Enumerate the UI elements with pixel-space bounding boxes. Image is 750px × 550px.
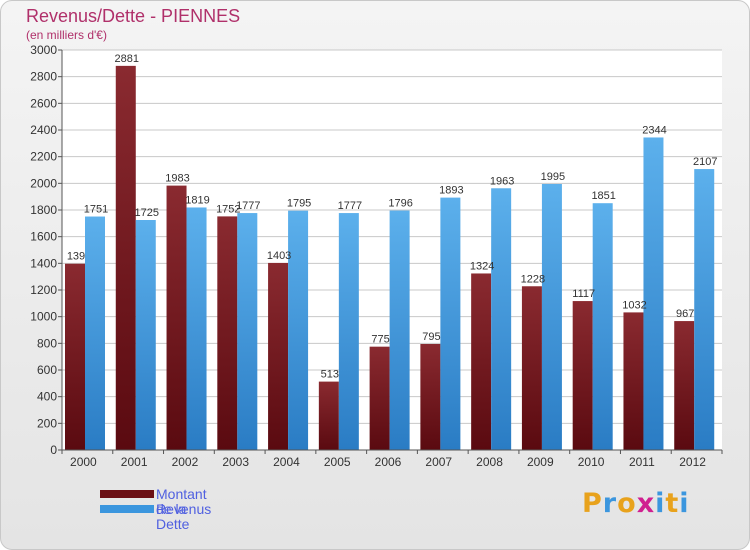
- bar-revenus-2010: [592, 203, 613, 450]
- xtick-label-2003: 2003: [222, 455, 249, 469]
- data-label-revenus-2007: 1893: [439, 185, 463, 197]
- ytick-label-2600: 2600: [30, 96, 57, 110]
- data-label-revenus-2011: 2344: [642, 124, 666, 136]
- data-label-debt-2004: 1403: [267, 250, 291, 262]
- bar-debt-2006: [369, 346, 390, 450]
- data-label-debt-2009: 1228: [521, 273, 545, 285]
- data-label-debt-2005: 513: [321, 369, 339, 381]
- data-label-revenus-2005: 1777: [338, 200, 362, 212]
- legend-swatch-debt: [100, 490, 154, 498]
- data-label-revenus-2002: 1819: [185, 194, 209, 206]
- bar-debt-2002: [166, 185, 187, 450]
- data-label-revenus-2000: 1751: [84, 204, 108, 216]
- xtick-label-2012: 2012: [679, 455, 706, 469]
- data-label-revenus-2009: 1995: [541, 171, 565, 183]
- ytick-label-2800: 2800: [30, 70, 57, 84]
- data-label-debt-2007: 795: [422, 331, 440, 343]
- data-label-revenus-2008: 1963: [490, 175, 514, 187]
- data-label-debt-2011: 1032: [622, 299, 646, 311]
- legend-label-debt: Montant de la Dette: [156, 486, 207, 532]
- xtick-label-2005: 2005: [324, 455, 351, 469]
- data-label-debt-2002: 1983: [165, 173, 189, 185]
- bar-revenus-2000: [85, 216, 105, 450]
- xtick-label-2011: 2011: [629, 455, 655, 469]
- bar-revenus-2006: [389, 210, 410, 450]
- bar-revenus-2007: [440, 197, 461, 450]
- data-label-revenus-2001: 1725: [135, 207, 159, 219]
- bar-revenus-2008: [491, 188, 512, 450]
- ytick-label-600: 600: [37, 363, 57, 377]
- xtick-label-2002: 2002: [172, 455, 199, 469]
- ytick-label-1200: 1200: [30, 283, 57, 297]
- ytick-label-3000: 3000: [30, 43, 57, 57]
- bar-debt-2007: [420, 344, 441, 450]
- legend-swatch-revenus: [100, 505, 154, 513]
- ytick-label-200: 200: [37, 416, 57, 430]
- data-label-debt-2001: 2881: [115, 53, 139, 65]
- bar-debt-2011: [623, 312, 644, 450]
- xtick-label-2007: 2007: [425, 455, 452, 469]
- bar-revenus-2005: [338, 213, 359, 450]
- xtick-label-2009: 2009: [527, 455, 554, 469]
- data-label-debt-2012: 967: [676, 308, 694, 320]
- chart-title: Revenus/Dette - PIENNES: [26, 6, 241, 26]
- xtick-label-2001: 2001: [121, 455, 148, 469]
- data-label-debt-2008: 1324: [470, 260, 494, 272]
- ytick-label-1600: 1600: [30, 230, 57, 244]
- chart-subtitle: (en milliers d'€): [26, 28, 107, 42]
- bar-debt-2001: [115, 65, 136, 450]
- bar-revenus-2012: [694, 169, 715, 451]
- logo-letter: P: [582, 488, 603, 519]
- logo-letter: o: [617, 488, 637, 519]
- bar-revenus-2002: [186, 207, 207, 450]
- ytick-label-2200: 2200: [30, 150, 57, 164]
- bar-debt-2010: [572, 301, 593, 450]
- bar-debt-2005: [318, 381, 339, 450]
- bar-debt-2000: [65, 263, 85, 450]
- logo-letter: r: [602, 488, 618, 519]
- legend-label-revenus: Revenus: [156, 501, 212, 517]
- bar-debt-2004: [268, 262, 289, 450]
- data-label-revenus-2006: 1796: [388, 198, 412, 210]
- xtick-label-2006: 2006: [375, 455, 402, 469]
- logo-letter: t: [665, 488, 680, 519]
- ytick-label-400: 400: [37, 390, 57, 404]
- logo-letter: i: [679, 488, 690, 519]
- data-label-revenus-2010: 1851: [591, 190, 615, 202]
- ytick-label-2400: 2400: [30, 123, 57, 137]
- xtick-label-2008: 2008: [476, 455, 503, 469]
- bar-debt-2009: [521, 286, 542, 450]
- data-label-debt-2010: 1117: [572, 288, 595, 300]
- bar-revenus-2003: [237, 213, 258, 450]
- ytick-label-1000: 1000: [30, 310, 57, 324]
- logo-letter: i: [655, 488, 666, 519]
- logo-letter: x: [636, 488, 656, 519]
- data-label-debt-2003: 1752: [216, 203, 240, 215]
- data-label-revenus-2004: 1795: [287, 198, 311, 210]
- data-label-debt-2006: 775: [371, 334, 389, 346]
- xtick-label-2010: 2010: [578, 455, 605, 469]
- data-label-revenus-2012: 2107: [693, 156, 717, 168]
- ytick-label-800: 800: [37, 336, 57, 350]
- bar-debt-2012: [674, 321, 695, 450]
- bar-debt-2008: [471, 273, 492, 450]
- bar-revenus-2011: [643, 137, 664, 450]
- xtick-label-2004: 2004: [273, 455, 300, 469]
- ytick-label-2000: 2000: [30, 176, 57, 190]
- data-label-debt-2000: 139: [67, 251, 85, 263]
- bar-debt-2003: [217, 216, 238, 450]
- ytick-label-1400: 1400: [30, 256, 57, 270]
- bar-revenus-2004: [288, 210, 309, 450]
- ytick-label-1800: 1800: [30, 203, 57, 217]
- ytick-label-0: 0: [50, 443, 57, 457]
- bar-revenus-2001: [135, 220, 156, 450]
- proxiti-logo: Proxiti: [582, 488, 690, 519]
- bar-revenus-2009: [541, 184, 562, 450]
- xtick-label-2000: 2000: [70, 455, 97, 469]
- data-label-revenus-2003: 1777: [236, 200, 260, 212]
